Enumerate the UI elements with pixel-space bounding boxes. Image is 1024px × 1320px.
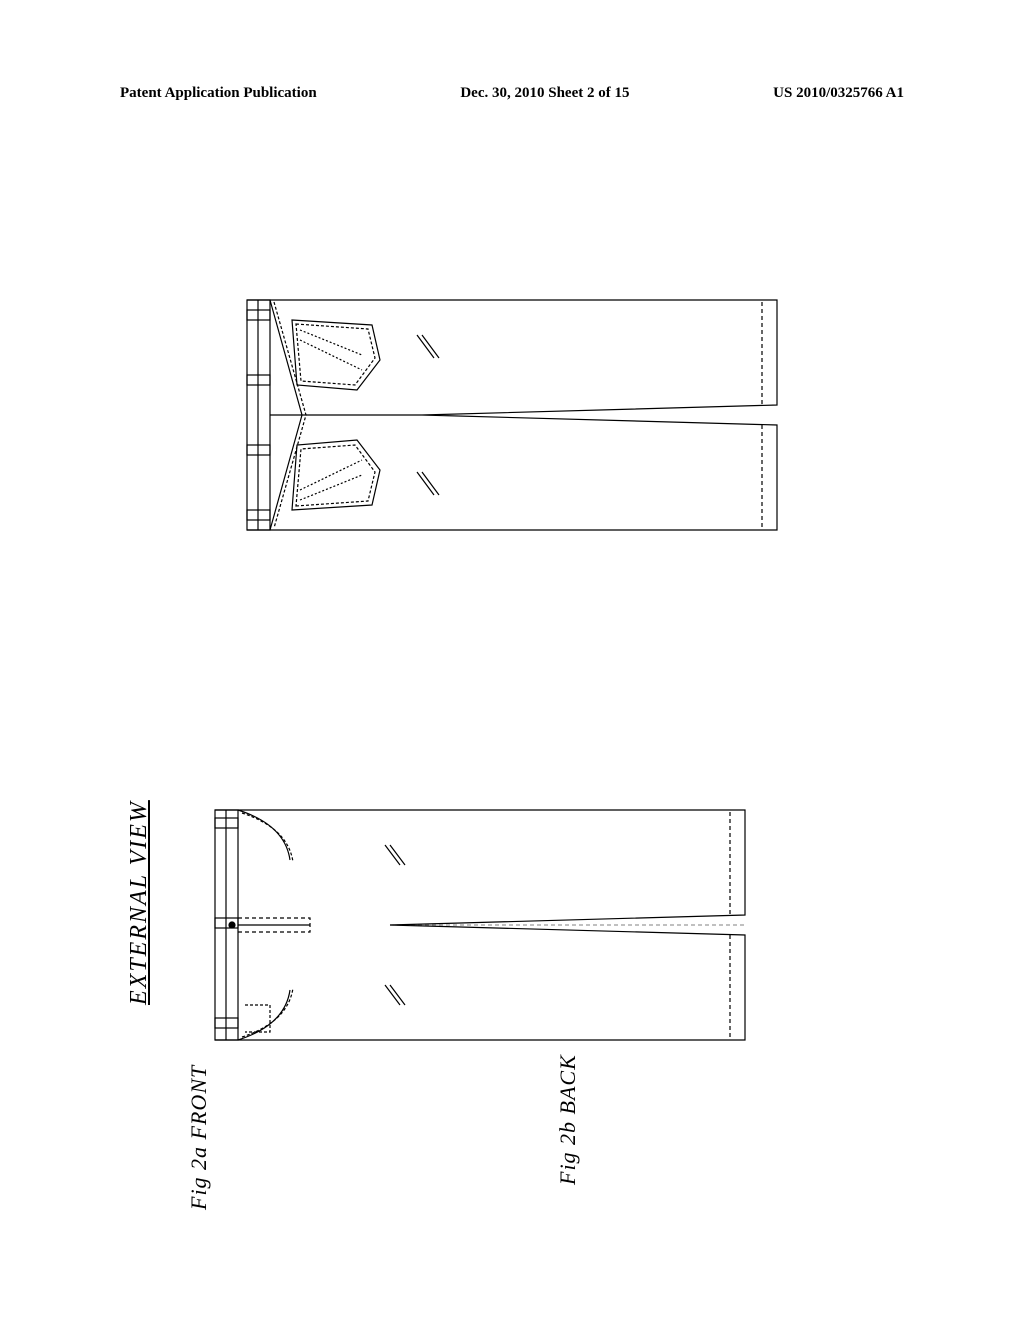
header-left: Patent Application Publication [120, 85, 317, 102]
pants-front-svg [190, 790, 770, 1060]
header-center: Dec. 30, 2010 Sheet 2 of 15 [460, 85, 629, 102]
pants-back-svg [222, 280, 802, 550]
fig-2b-label: Fig 2b BACK [555, 1054, 581, 1185]
page-header: Patent Application Publication Dec. 30, … [0, 85, 1024, 102]
header-right: US 2010/0325766 A1 [773, 85, 904, 102]
fig-2a-label: Fig 2a FRONT [186, 1065, 212, 1210]
drawing-area [140, 240, 890, 1060]
